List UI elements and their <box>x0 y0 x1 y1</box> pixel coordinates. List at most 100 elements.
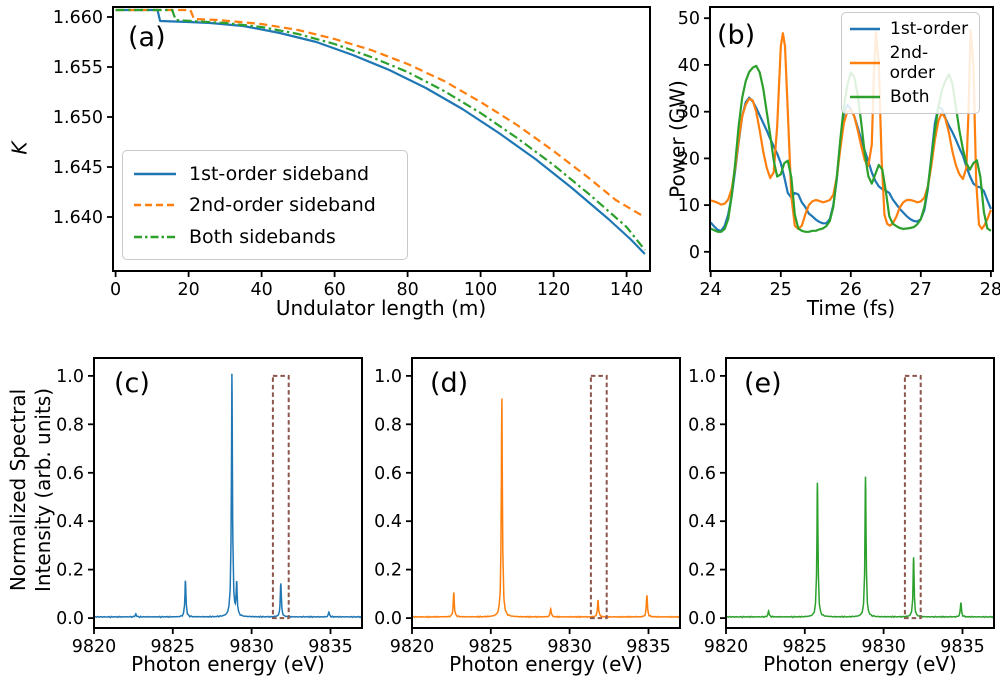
axes-frame-d <box>411 357 681 629</box>
y-tick-label: 0.2 <box>374 561 402 581</box>
legend-item-2nd-order-sideband: 2nd-order sideband <box>131 194 399 216</box>
y-tick-label: 10 <box>678 196 700 216</box>
y-tick-label: 0 <box>689 243 700 263</box>
series-1st-order <box>710 96 992 232</box>
panel-letter-c: (c) <box>114 368 150 399</box>
x-tick-label: 120 <box>537 280 570 300</box>
y-tick-label: 0.0 <box>56 609 84 629</box>
legend-label: Both <box>890 87 930 107</box>
x-tick-label: 9835 <box>940 637 985 657</box>
xlabel-panel-d: Photon energy (eV) <box>449 652 643 676</box>
x-tick-label: 9825 <box>783 637 828 657</box>
x-tick-label: 9825 <box>469 637 514 657</box>
y-tick-label: 1.0 <box>688 367 716 387</box>
ylabel-line-2: Intensity (arb. units) <box>31 387 55 593</box>
legend-item-1st-order-sideband: 1st-order sideband <box>131 163 399 185</box>
legend-line-solid-icon <box>850 27 880 31</box>
series-1st-order-sideband <box>115 8 646 255</box>
legend-item-both-sidebands: Both sidebands <box>131 226 399 248</box>
legend-label: 1st-order <box>890 19 969 39</box>
legend-line-solid-icon <box>850 61 880 65</box>
y-tick-label: 0.6 <box>56 464 84 484</box>
y-tick-label: 1.0 <box>56 367 84 387</box>
x-tick-label: 140 <box>610 280 643 300</box>
panel-letter-e: (e) <box>744 368 782 399</box>
roi-rect-c <box>271 374 290 620</box>
y-tick-label: 0.4 <box>374 512 402 532</box>
xlabel-panel-c: Photon energy (eV) <box>131 652 325 676</box>
xlabel-panel-a: Undulator length (m) <box>275 296 487 320</box>
series-2nd-order <box>710 28 992 230</box>
panel-letter-a: (a) <box>128 22 166 53</box>
x-tick-label: 27 <box>910 280 932 300</box>
xlabel-panel-b: Time (fs) <box>806 296 896 320</box>
y-tick-label: 0.6 <box>688 464 716 484</box>
ylabel-panel-cde: Normalized Spectral Intensity (arb. unit… <box>6 388 56 592</box>
ylabel-panel-b: Power (GW) <box>665 80 690 198</box>
y-tick-label: 0.2 <box>56 561 84 581</box>
x-tick-label: 9830 <box>861 637 906 657</box>
y-tick-label: 1.0 <box>374 367 402 387</box>
panel-e: 9820 9825 9830 9835 0.0 0.2 0.4 0.6 0.8 1.0 <box>688 357 995 657</box>
axes-frame-c <box>93 357 363 629</box>
x-tick-label: 28 <box>980 280 1000 300</box>
y-tick-label: 50 <box>678 9 700 29</box>
x-tick-label: 9825 <box>151 637 196 657</box>
x-tick-label: 9835 <box>308 637 353 657</box>
panel-d: 9820 9825 9830 9835 0.0 0.2 0.4 0.6 0.8 1.0 <box>374 357 681 657</box>
y-tick-label: 0.4 <box>56 512 84 532</box>
panel-letter-d: (d) <box>430 368 469 399</box>
y-tick-label: 0.8 <box>374 415 402 435</box>
x-tick-label: 20 <box>177 280 199 300</box>
legend-item-2nd-order: 2nd-order <box>848 43 973 83</box>
legend-item-both: Both <box>848 87 973 107</box>
legend-line-dashdot-icon <box>134 235 176 238</box>
spectrum-e <box>726 476 994 619</box>
panel-a: 0 20 40 60 80 100 120 140 1.640 1.645 1.650 1.655 1.… <box>53 6 651 300</box>
x-tick-label: 0 <box>110 280 121 300</box>
x-tick-label: 100 <box>464 280 497 300</box>
legend-panel-a: 1st-order sideband 2nd-order sideband Bo… <box>122 150 408 260</box>
y-tick-label: 0.6 <box>374 464 402 484</box>
x-tick-label: 24 <box>700 280 722 300</box>
y-tick-label: 30 <box>678 103 700 123</box>
y-tick-label: 0.8 <box>56 415 84 435</box>
legend-label: 1st-order sideband <box>189 162 370 185</box>
ylabel-line-1: Normalized Spectral <box>6 388 30 592</box>
x-tick-label: 80 <box>396 280 418 300</box>
x-tick-label: 9820 <box>704 637 749 657</box>
x-tick-label: 60 <box>323 280 345 300</box>
axes-frame-a <box>112 6 651 272</box>
series-both-sidebands <box>115 8 646 251</box>
x-tick-label: 26 <box>840 280 862 300</box>
y-tick-label: 1.660 <box>53 8 103 28</box>
xlabel-panel-e: Photon energy (eV) <box>763 652 957 676</box>
panel-c: 9820 9825 9830 9835 0.0 0.2 0.4 0.6 0.8 1.0 <box>56 357 363 657</box>
axes-frame-e <box>725 357 995 629</box>
y-tick-label: 0.0 <box>688 609 716 629</box>
y-tick-label: 1.655 <box>53 58 103 78</box>
x-tick-label: 9820 <box>390 637 435 657</box>
legend-label: 2nd-order sideband <box>189 194 376 216</box>
legend-label: Both sidebands <box>189 225 336 248</box>
y-tick-label: 0.4 <box>688 512 716 532</box>
spectrum-d <box>412 398 680 619</box>
x-tick-label: 40 <box>250 280 272 300</box>
y-tick-label: 20 <box>678 149 700 169</box>
x-tick-label: 9820 <box>72 637 117 657</box>
x-tick-label: 9830 <box>547 637 592 657</box>
y-tick-label: 1.645 <box>53 158 103 178</box>
spectrum-c <box>94 373 362 619</box>
y-tick-label: 1.640 <box>53 208 103 228</box>
x-tick-label: 25 <box>770 280 792 300</box>
y-tick-label: 1.650 <box>53 108 103 128</box>
roi-rect-e <box>903 374 922 620</box>
legend-line-dashed-icon <box>134 203 176 207</box>
panel-letter-b: (b) <box>717 20 756 51</box>
y-tick-label: 40 <box>678 56 700 76</box>
legend-item-1st-order: 1st-order <box>848 19 973 39</box>
ylabel-panel-a: K <box>7 141 32 155</box>
legend-panel-b: 1st-order 2nd-order Both <box>841 12 980 114</box>
x-tick-label: 9830 <box>229 637 274 657</box>
